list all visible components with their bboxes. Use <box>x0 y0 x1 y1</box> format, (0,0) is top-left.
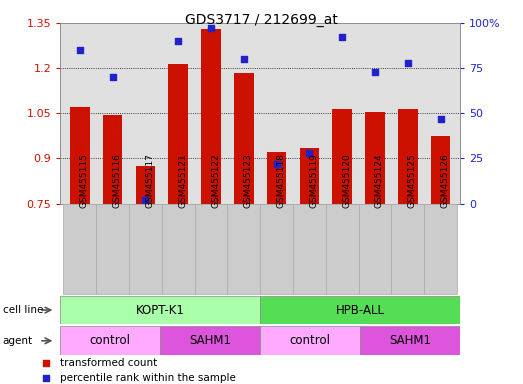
Bar <box>195 204 228 294</box>
Text: GSM455119: GSM455119 <box>310 153 319 208</box>
Point <box>371 69 379 75</box>
Point <box>141 197 150 203</box>
Text: agent: agent <box>3 336 33 346</box>
Bar <box>135 166 155 204</box>
Bar <box>391 204 424 294</box>
Bar <box>431 136 450 204</box>
Bar <box>234 73 254 204</box>
Text: GSM455124: GSM455124 <box>375 153 384 208</box>
Text: KOPT-K1: KOPT-K1 <box>136 304 185 316</box>
Point <box>404 60 412 66</box>
Text: control: control <box>89 334 131 347</box>
Bar <box>60 296 260 324</box>
Text: transformed count: transformed count <box>60 358 157 368</box>
Bar <box>267 152 287 204</box>
Point <box>300 179 309 185</box>
Text: percentile rank within the sample: percentile rank within the sample <box>60 372 235 382</box>
Bar <box>365 112 385 204</box>
Text: GSM455121: GSM455121 <box>178 153 187 208</box>
Text: GSM455123: GSM455123 <box>244 153 253 208</box>
Text: GDS3717 / 212699_at: GDS3717 / 212699_at <box>185 13 338 27</box>
Bar <box>260 296 460 324</box>
Point <box>108 74 117 80</box>
Bar <box>293 204 326 294</box>
Bar <box>398 109 417 204</box>
Point <box>338 35 346 41</box>
Text: HPB-ALL: HPB-ALL <box>336 304 385 316</box>
Bar <box>70 107 89 204</box>
Point <box>174 38 183 44</box>
Bar <box>162 204 195 294</box>
Point <box>305 150 314 156</box>
Bar <box>63 204 96 294</box>
Bar <box>96 204 129 294</box>
Bar <box>360 326 460 355</box>
Text: SAHM1: SAHM1 <box>389 334 431 347</box>
Text: GSM455117: GSM455117 <box>145 153 154 208</box>
Bar <box>201 29 221 204</box>
Text: GSM455120: GSM455120 <box>342 153 351 208</box>
Bar <box>424 204 457 294</box>
Bar <box>300 148 319 204</box>
Point <box>272 161 281 167</box>
Bar <box>129 204 162 294</box>
Bar <box>260 326 360 355</box>
Point <box>76 47 84 53</box>
Point <box>436 116 445 122</box>
Point <box>207 25 215 31</box>
Bar <box>60 326 160 355</box>
Text: GSM455125: GSM455125 <box>408 153 417 208</box>
Bar <box>260 204 293 294</box>
Text: cell line: cell line <box>3 305 43 315</box>
Text: control: control <box>290 334 331 347</box>
Point <box>300 309 309 315</box>
Text: GSM455116: GSM455116 <box>112 153 122 208</box>
Text: GSM455115: GSM455115 <box>80 153 89 208</box>
Text: GSM455118: GSM455118 <box>277 153 286 208</box>
Text: GSM455126: GSM455126 <box>440 153 450 208</box>
Bar <box>228 204 260 294</box>
Point <box>240 56 248 62</box>
Bar <box>326 204 359 294</box>
Bar <box>359 204 391 294</box>
Bar <box>168 64 188 204</box>
Bar <box>160 326 260 355</box>
Text: GSM455122: GSM455122 <box>211 153 220 208</box>
Text: SAHM1: SAHM1 <box>189 334 231 347</box>
Bar <box>103 115 122 204</box>
Bar <box>332 109 352 204</box>
